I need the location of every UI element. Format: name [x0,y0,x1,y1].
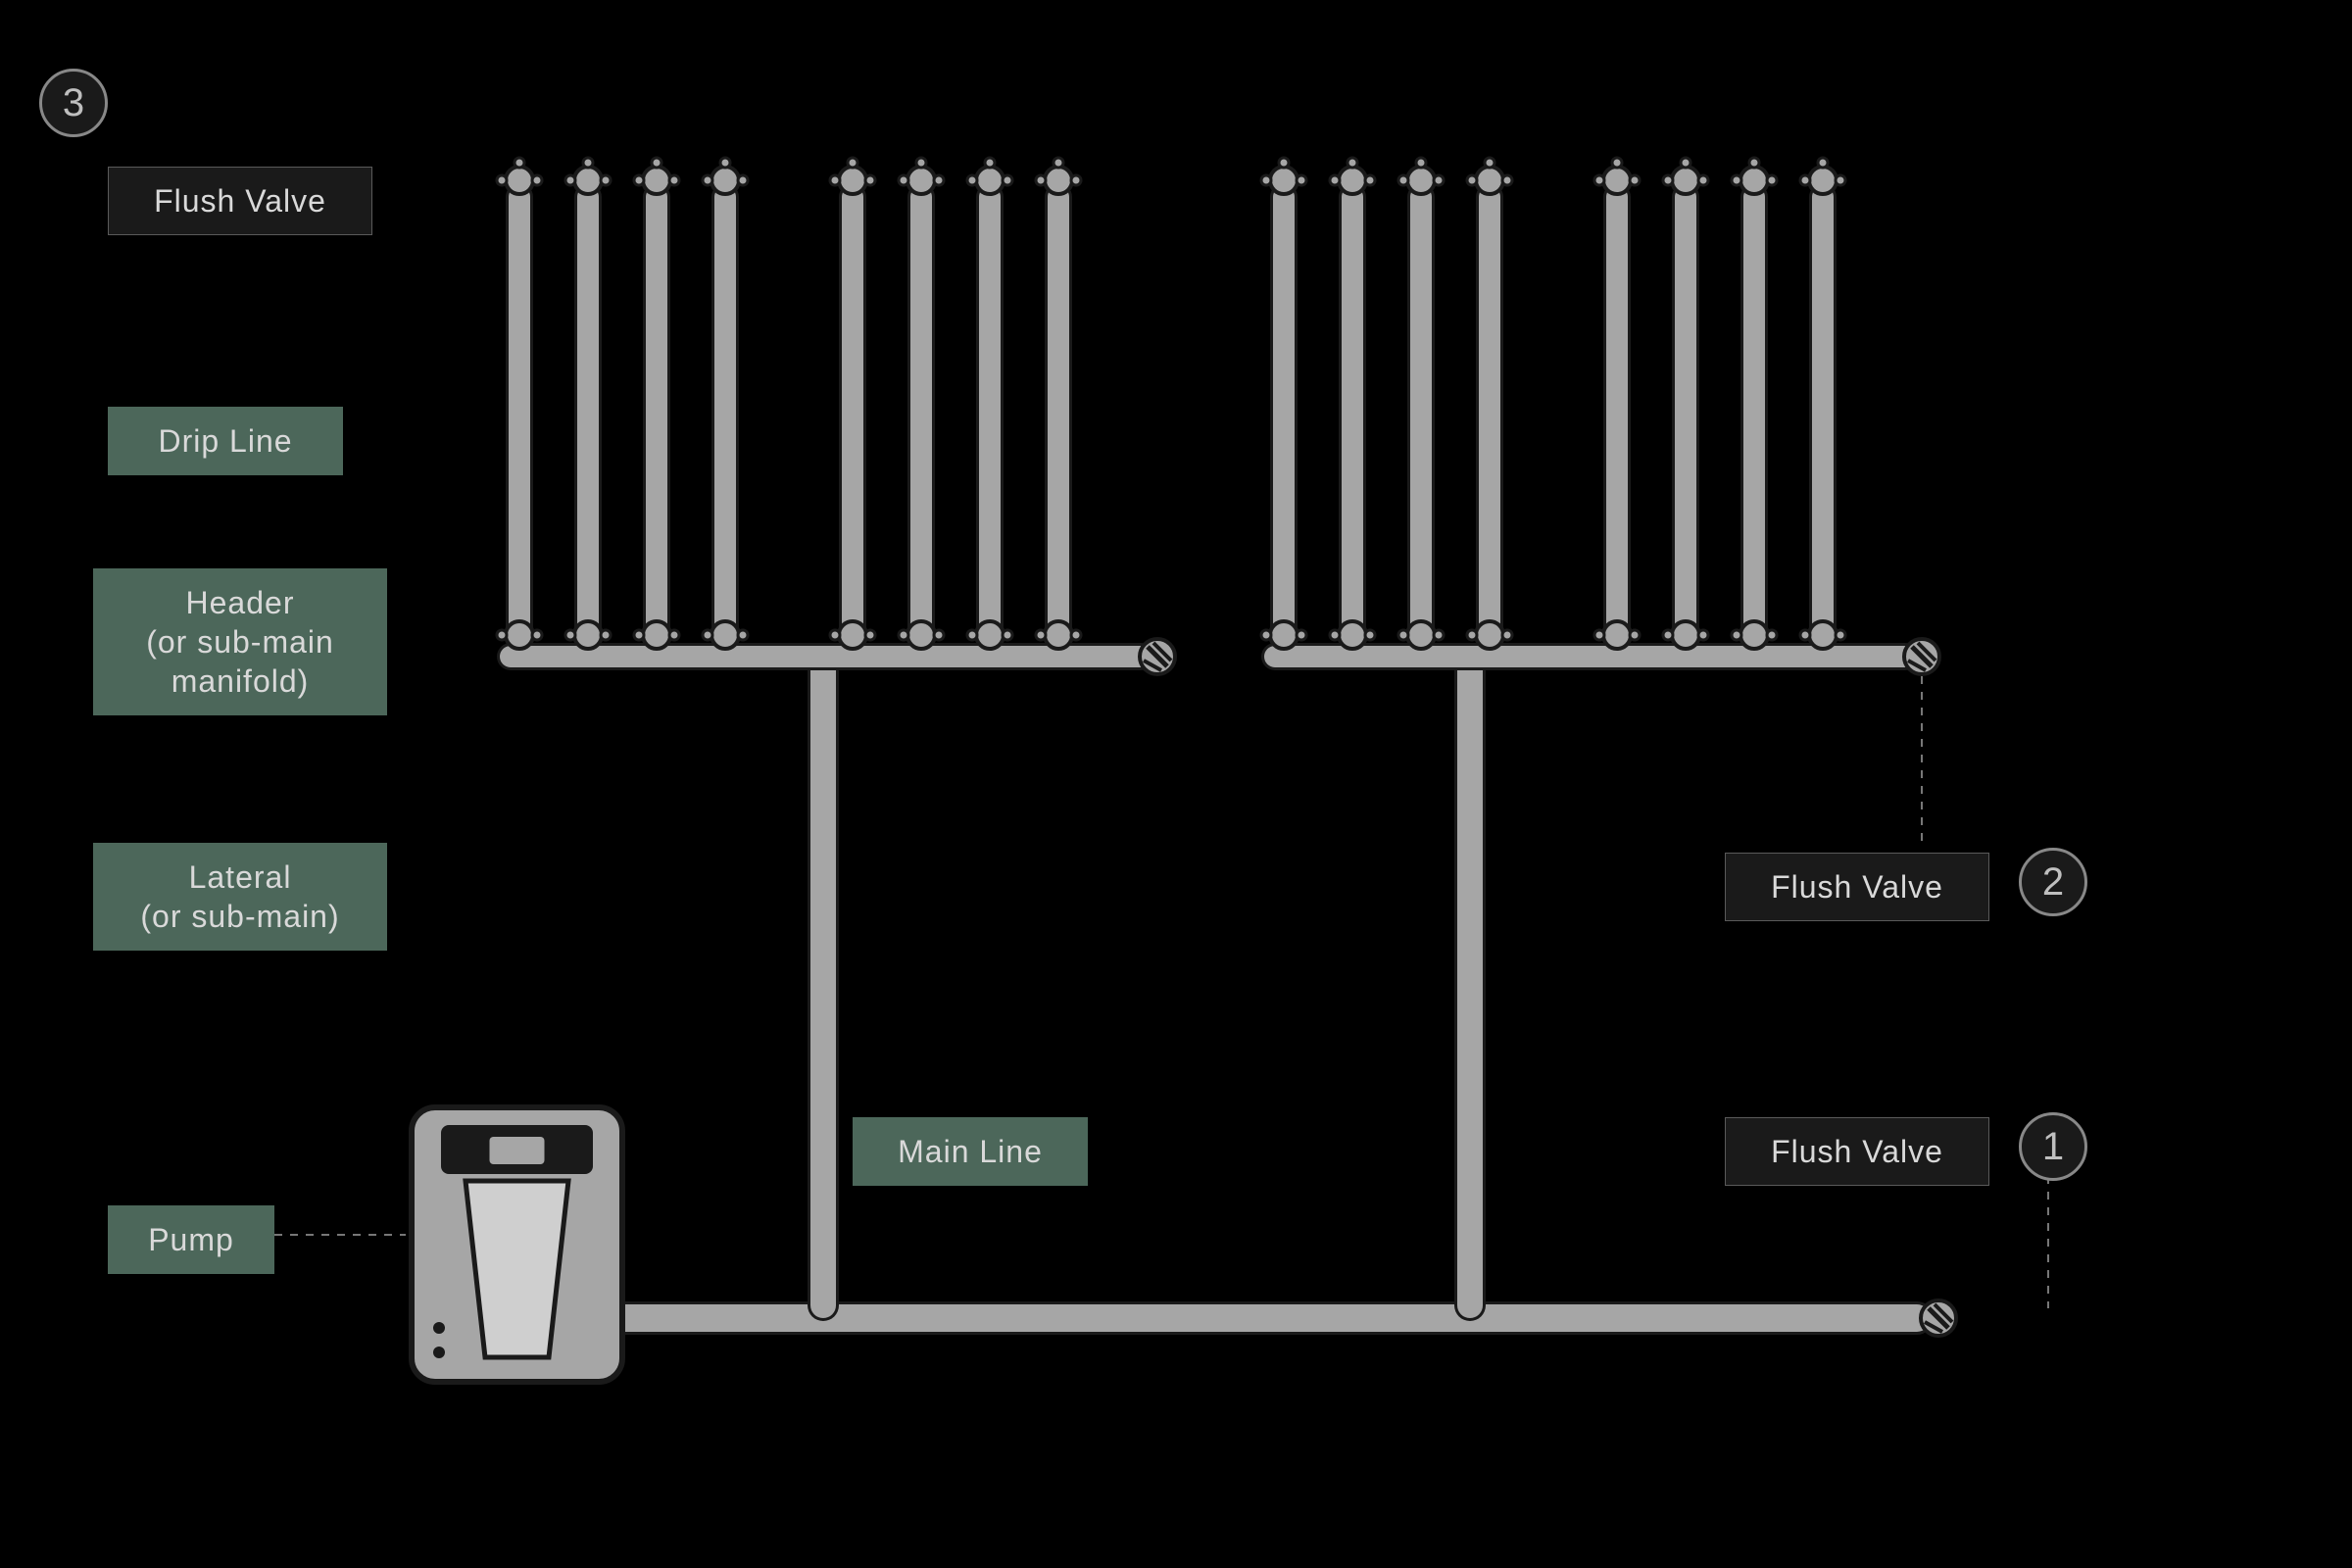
label-flush-valve-2: Flush Valve [1725,853,1989,921]
pump-icon [412,1107,622,1382]
label-flush-valve-1: Flush Valve [1725,1117,1989,1186]
step-circle-2: 2 [2019,848,2087,916]
label-flush-valve-top: Flush Valve [108,167,372,235]
label-pump: Pump [108,1205,274,1274]
label-main-line: Main Line [853,1117,1088,1186]
step-circle-1: 1 [2019,1112,2087,1181]
label-header: Header (or sub-main manifold) [93,568,387,715]
label-lateral: Lateral (or sub-main) [93,843,387,951]
label-drip-line: Drip Line [108,407,343,475]
diagram-stage: 3 Flush Valve Drip Line Header (or sub-m… [0,0,2352,1568]
step-circle-3: 3 [39,69,108,137]
irrigation-diagram-svg [0,0,2352,1568]
